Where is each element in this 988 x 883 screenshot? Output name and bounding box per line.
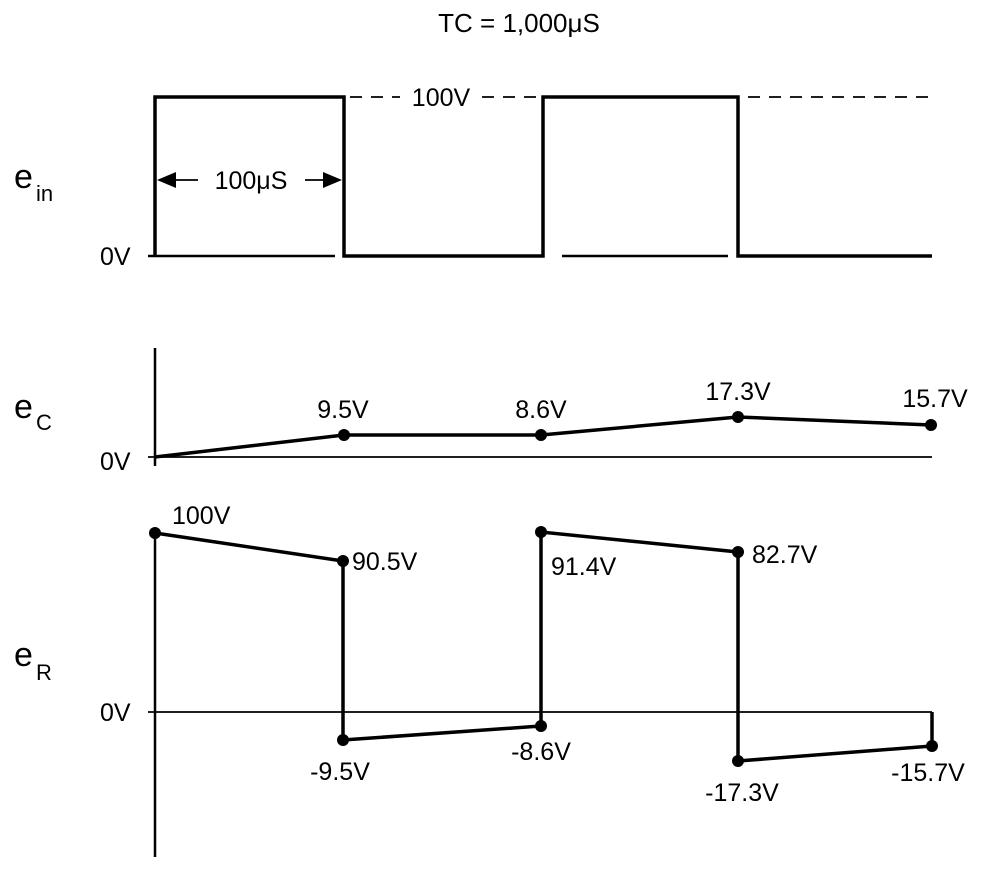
er-point-marker — [149, 527, 161, 539]
ec-point-label: 8.6V — [515, 396, 567, 424]
ein-zero-label: 0V — [100, 243, 131, 271]
diagram-title: TC = 1,000μS — [438, 8, 600, 38]
ec-point-marker — [732, 411, 744, 423]
er-point-label: -9.5V — [310, 758, 370, 786]
er-point-label: 90.5V — [352, 548, 418, 576]
ec-subscript: C — [36, 410, 52, 435]
er-point-marker — [732, 755, 744, 767]
ec-panel: e C 0V 9.5V 8.6V 17.3V 15.7V — [14, 348, 968, 476]
er-point-label: -17.3V — [705, 779, 779, 807]
left-arrowhead-icon — [157, 172, 176, 188]
er-panel: e R 0V 100V 90.5V 91.4V 82.7V -9.5V -8.6… — [14, 502, 965, 857]
er-zero-label: 0V — [100, 699, 131, 727]
ec-point-marker — [535, 429, 547, 441]
ec-point-marker — [925, 419, 937, 431]
er-point-marker — [732, 546, 744, 558]
er-point-label: -8.6V — [511, 738, 571, 766]
ec-zero-label: 0V — [100, 448, 131, 476]
ec-symbol: e — [14, 388, 33, 426]
right-arrowhead-icon — [323, 172, 342, 188]
er-point-marker — [337, 555, 349, 567]
er-point-label: -15.7V — [891, 759, 965, 787]
ein-symbol: e — [14, 158, 33, 196]
ein-subscript: in — [36, 181, 53, 206]
ein-width-label: 100μS — [215, 167, 288, 195]
er-point-marker — [535, 526, 547, 538]
ec-point-label: 15.7V — [902, 385, 968, 413]
er-symbol: e — [14, 636, 33, 674]
ec-point-marker — [338, 429, 350, 441]
ein-panel: e in 0V 100V 100μS — [14, 84, 932, 271]
ein-amplitude-label: 100V — [412, 84, 471, 112]
er-point-label: 91.4V — [551, 553, 617, 581]
er-point-marker — [535, 720, 547, 732]
er-subscript: R — [36, 660, 52, 685]
er-point-label: 100V — [172, 502, 231, 530]
ec-point-label: 17.3V — [705, 378, 771, 406]
ec-point-label: 9.5V — [317, 396, 369, 424]
ein-square-wave — [153, 95, 932, 258]
er-point-marker — [926, 740, 938, 752]
er-point-marker — [337, 734, 349, 746]
er-point-label: 82.7V — [752, 541, 818, 569]
